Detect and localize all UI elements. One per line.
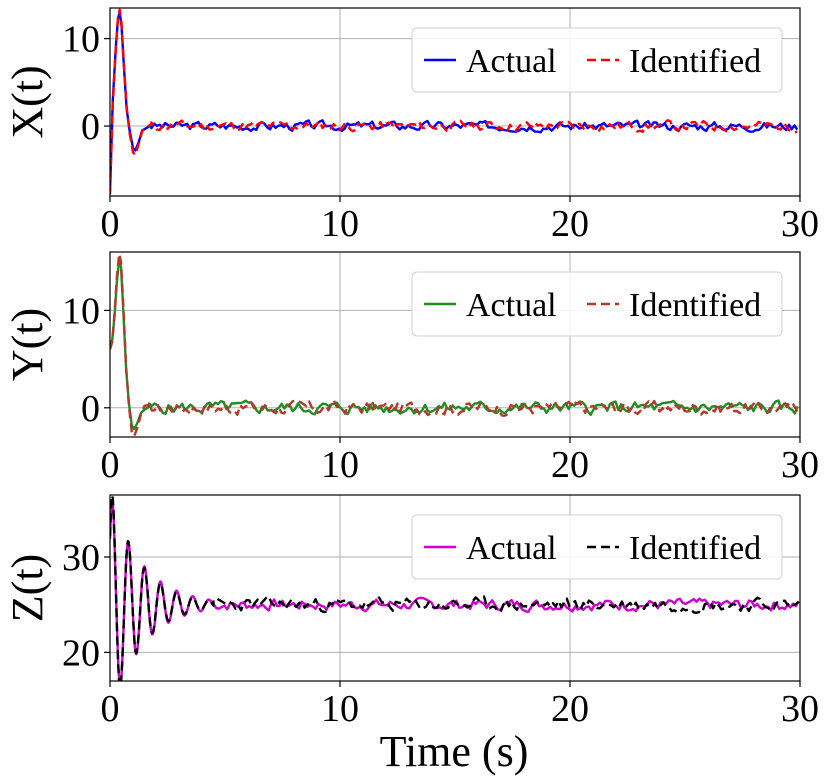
legend: Actual Identified <box>411 271 783 337</box>
legend-label-identified: Identified <box>629 43 761 80</box>
legend: Actual Identified <box>411 514 783 580</box>
y-tick-label: 10 <box>62 19 100 61</box>
series-line-identified <box>110 8 798 195</box>
legend-label-actual: Actual <box>466 43 557 80</box>
plot-frame <box>109 7 801 197</box>
series-line-identified <box>110 252 799 437</box>
y-axis-label: Z(t) <box>3 554 52 622</box>
x-tick-label: 20 <box>551 688 589 730</box>
x-tick-label: 20 <box>551 444 589 486</box>
x-tick-label: 30 <box>781 688 819 730</box>
y-axis-label: Y(t) <box>3 308 52 381</box>
x-axis-label: Time (s) <box>380 727 529 776</box>
plot-frame <box>109 494 801 682</box>
plot-frame <box>109 251 801 438</box>
y-tick-label: 10 <box>62 290 100 332</box>
legend-box <box>411 514 783 580</box>
y-axis-label: X(t) <box>3 65 52 138</box>
y-tick-label: 0 <box>81 106 100 148</box>
x-tick-label: 0 <box>101 688 120 730</box>
x-tick-label: 0 <box>101 444 120 486</box>
series-line-actual <box>110 258 799 431</box>
x-tick-label: 20 <box>551 203 589 245</box>
series-line-identified <box>110 495 800 681</box>
legend-label-identified: Identified <box>629 530 761 567</box>
y-tick-label: 20 <box>62 632 100 674</box>
series-group <box>110 495 800 681</box>
x-tick-label: 10 <box>321 444 359 486</box>
y-tick-label: 0 <box>81 388 100 430</box>
x-tick-label: 10 <box>321 203 359 245</box>
x-tick-label: 10 <box>321 688 359 730</box>
legend-label-actual: Actual <box>466 287 557 324</box>
x-tick-label: 30 <box>781 203 819 245</box>
legend-box <box>411 271 783 337</box>
legend-label-identified: Identified <box>629 287 761 324</box>
series-group <box>110 8 799 195</box>
x-tick-label: 30 <box>781 444 819 486</box>
series-group <box>110 252 799 437</box>
x-tick-label: 0 <box>101 203 120 245</box>
y-tick-label: 30 <box>62 537 100 579</box>
legend-box <box>411 27 783 93</box>
legend-label-actual: Actual <box>466 530 557 567</box>
legend: Actual Identified <box>411 27 783 93</box>
